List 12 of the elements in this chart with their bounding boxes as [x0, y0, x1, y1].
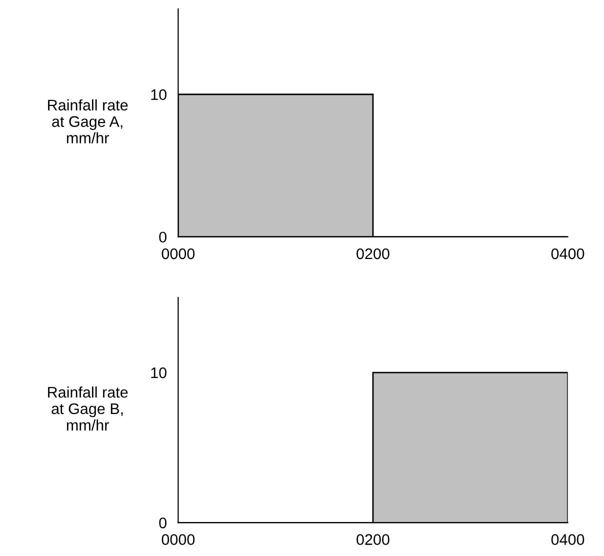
x-tick-label: 0200	[356, 534, 390, 545]
x-tick-label: 0000	[162, 248, 195, 260]
y-axis-title: Rainfall rate at Gage A, mm/hr	[48, 99, 128, 144]
x-tick-label: 0000	[162, 534, 195, 545]
y-tick-label: 10	[151, 367, 166, 378]
x-tick-label: 0400	[551, 248, 584, 260]
y-tick-label: 10	[151, 89, 166, 100]
x-tick-label: 0200	[356, 248, 390, 260]
x-tick-label: 0400	[551, 534, 584, 545]
y-tick-label: 0	[159, 232, 166, 243]
y-tick-label: 0	[159, 518, 166, 528]
y-axis-title: Rainfall rate at Gage B, mm/hr	[48, 386, 128, 431]
